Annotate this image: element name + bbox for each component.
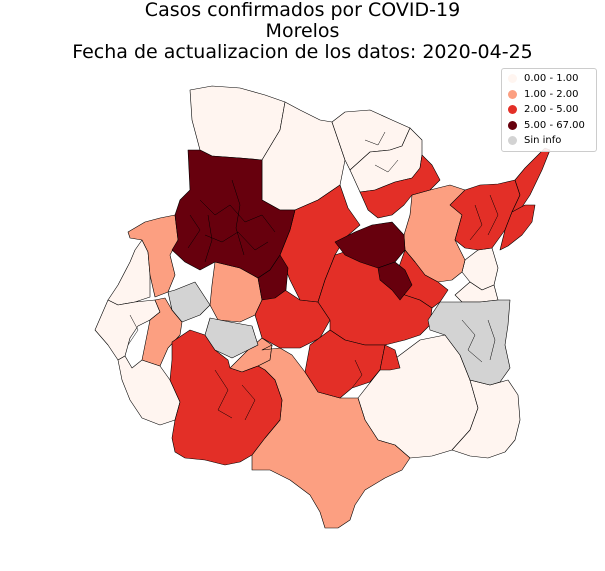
region-center-ayala [304,329,386,399]
interior-border [364,131,386,146]
interior-border [374,159,399,173]
region-center-noinfo [204,317,259,359]
map-title: Casos confirmados por COVID-19 Morelos F… [0,0,605,63]
legend-item: 5.00 - 67.00 [508,118,592,134]
region-south-puente [169,329,283,466]
region-west-coatetelco [127,214,179,298]
legend-label: Sin info [524,135,562,147]
title-line-3: Fecha de actualizacion de los datos: 202… [72,41,533,63]
region-east-ribbon [511,147,551,213]
legend-label: 5.00 - 67.00 [524,119,585,131]
legend-item: Sin info [508,133,592,149]
legend-item: 1.00 - 2.00 [508,87,592,103]
interior-border [204,231,269,251]
title-line-2: Morelos [265,20,340,42]
interior-border [214,369,233,419]
legend-item: 0.00 - 1.00 [508,71,592,87]
region-west-noinfo-a [167,281,211,323]
municipality-borders [127,131,499,421]
region-east-sliver [499,204,536,251]
region-west-mazatepec [141,297,183,367]
region-north-yecapixtla [359,154,441,219]
legend-label: 1.00 - 2.00 [524,88,579,100]
region-east-noinfo [427,299,511,386]
region-east-atlatlahucan [334,221,406,269]
legend-swatch-4 [508,136,517,146]
interior-border [461,319,483,363]
legend: 0.00 - 1.00 1.00 - 2.00 2.00 - 5.00 5.00… [501,68,597,152]
legend-swatch-1 [508,89,517,99]
legend-swatch-3 [508,120,517,130]
interior-border [487,319,496,361]
legend-label: 2.00 - 5.00 [524,104,579,116]
interior-border [231,179,245,256]
interior-border [469,204,483,241]
legend-swatch-2 [508,105,517,115]
region-west-miacatlan [107,239,151,306]
region-east-temoac [461,247,499,291]
region-east-ayala-piece [377,261,413,301]
title-line-1: Casos confirmados por COVID-19 [144,0,461,21]
legend-swatch-0 [508,74,517,84]
interior-border [199,199,276,233]
interior-border [187,214,201,249]
region-center-south-cuernavaca [257,254,289,301]
region-south-pocket [379,344,401,371]
interior-border [127,314,139,346]
region-southeast-axochiapan [451,379,521,459]
interior-border [241,384,256,421]
interior-border [487,194,499,236]
legend-label: 0.00 - 1.00 [524,73,579,85]
interior-border [204,214,213,263]
legend-item: 2.00 - 5.00 [508,102,592,118]
region-west-tetecala [117,355,181,426]
interior-border [351,359,363,389]
